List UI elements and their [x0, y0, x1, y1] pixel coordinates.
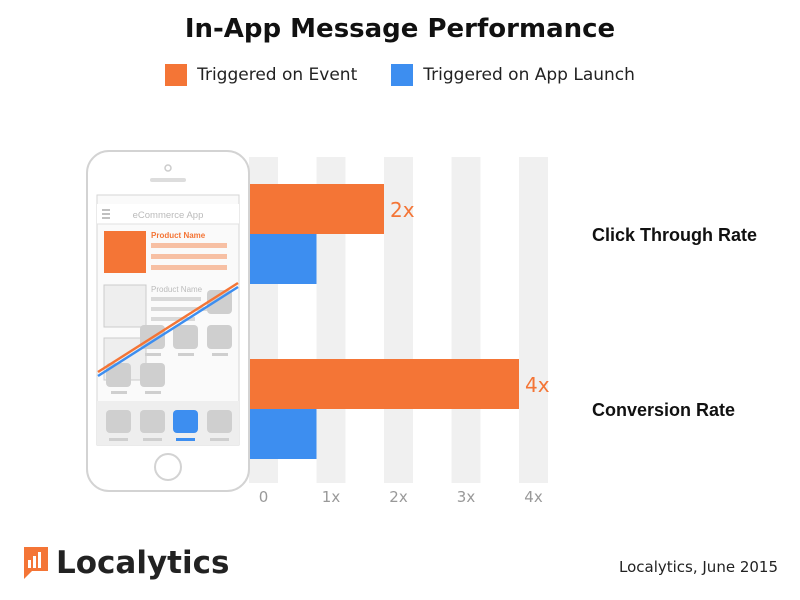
x-tick-label: 2x [389, 488, 408, 506]
product-line [151, 265, 227, 270]
bar-launch [249, 234, 317, 284]
phone-speaker [150, 178, 186, 182]
data-label: 2x [390, 198, 415, 222]
trend-line-orange [97, 281, 239, 374]
product-image-highlighted [104, 231, 146, 273]
brand-name: Localytics [56, 545, 230, 581]
labels-layer: 0 1x 2x 3x 4x 2x Click Through Rate 4x Conversio… [259, 198, 757, 506]
product-line [151, 317, 195, 321]
x-tick-label: 1x [322, 488, 341, 506]
product-name-highlighted: Product Name [151, 231, 206, 240]
legend-swatch-event [165, 64, 188, 86]
legend-item-launch: Triggered on App Launch [391, 64, 635, 86]
x-tick-label: 3x [457, 488, 476, 506]
app-header [97, 204, 239, 224]
grid-band [451, 157, 481, 483]
bar-launch [249, 409, 317, 459]
hamburger-icon [102, 209, 110, 219]
phone-illustration: eCommerce App Product Name Product Name [86, 150, 250, 492]
brand-logo: Localytics [24, 545, 229, 581]
legend-item-event: Triggered on Event [165, 64, 357, 86]
legend-label-event: Triggered on Event [197, 65, 358, 85]
phone-camera [164, 164, 172, 172]
source-credit: Localytics, June 2015 [618, 558, 778, 576]
grid-band [384, 157, 413, 483]
category-label: Click Through Rate [592, 225, 757, 245]
product-line [151, 307, 211, 311]
bars-layer [249, 184, 519, 459]
grid-band [519, 157, 548, 483]
product-line [151, 254, 227, 259]
product-name: Product Name [151, 285, 203, 294]
chart-title: In-App Message Performance [184, 14, 616, 44]
product-line [151, 297, 201, 301]
x-tick-label: 0 [259, 488, 269, 506]
dock-icons [106, 410, 232, 441]
legend: Triggered on Event Triggered on App Laun… [0, 64, 800, 86]
category-label: Conversion Rate [592, 400, 735, 420]
bar-event [249, 184, 384, 234]
bar-event [249, 359, 519, 409]
phone-home-button [154, 453, 182, 481]
legend-swatch-launch [391, 64, 414, 86]
legend-label-launch: Triggered on App Launch [423, 65, 635, 85]
app-title: eCommerce App [133, 210, 204, 221]
product-image [103, 284, 147, 328]
product-line [151, 243, 227, 248]
x-tick-label: 4x [524, 488, 543, 506]
data-label: 4x [525, 373, 550, 397]
app-grid-labels [111, 353, 228, 394]
trend-line-blue [97, 285, 239, 378]
localytics-logo-icon [24, 547, 48, 579]
